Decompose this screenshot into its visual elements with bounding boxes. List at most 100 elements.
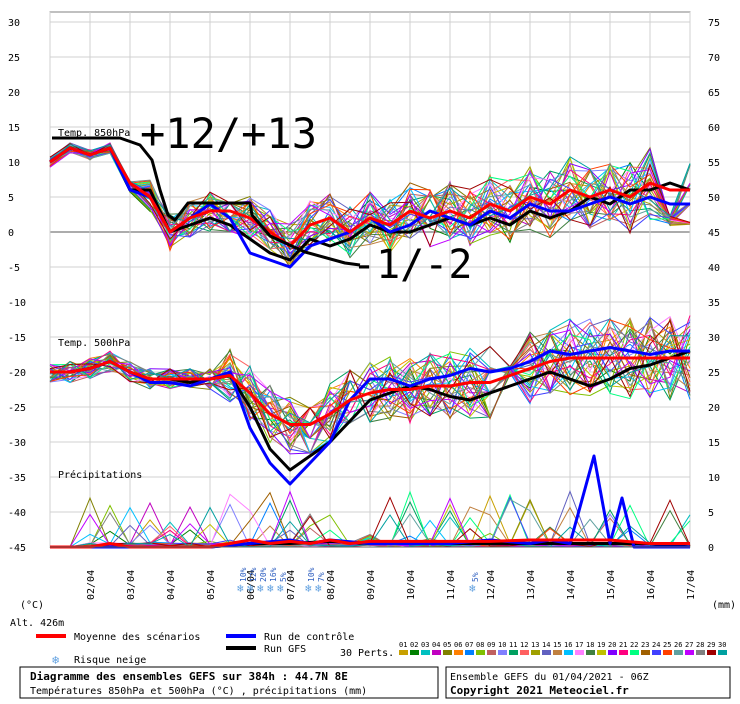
x-tick-label: 11/04 (446, 570, 457, 600)
series-line-t500 (50, 356, 690, 426)
pert-id: 22 (630, 641, 638, 649)
run-info: Ensemble GEFS du 01/04/2021 - 06Z (450, 672, 649, 683)
pert-id: 07 (465, 641, 473, 649)
right-tick-label: 40 (708, 263, 720, 274)
left-tick-label: 5 (8, 193, 14, 204)
pert-swatch (674, 650, 683, 655)
pert-swatch (685, 650, 694, 655)
snow-risk-pct: 12% (249, 567, 258, 582)
left-tick-label: 20 (8, 88, 20, 99)
left-axis-unit: (°C) (20, 600, 44, 611)
right-tick-label: 30 (708, 333, 720, 344)
pert-count-label: 30 Perts. (340, 648, 394, 659)
pert-swatch (410, 650, 419, 655)
left-tick-label: -5 (8, 263, 20, 274)
pert-id: 21 (619, 641, 627, 649)
snow-risk-icon: ❄ (237, 582, 244, 595)
pert-id: 27 (685, 641, 693, 649)
left-tick-label: 15 (8, 123, 20, 134)
pert-line-t850 (49, 142, 691, 261)
chart-title: Diagramme des ensembles GEFS sur 384h : … (30, 670, 348, 683)
x-tick-label: 16/04 (646, 570, 657, 600)
x-tick-label: 15/04 (606, 570, 617, 600)
right-tick-label: 70 (708, 53, 720, 64)
pert-swatch (487, 650, 496, 655)
snow-risk-pct: 5% (279, 572, 288, 582)
pert-id: 02 (410, 641, 418, 649)
snow-risk-icon: ❄ (469, 582, 476, 595)
pert-swatch (421, 650, 430, 655)
x-tick-label: 05/04 (206, 570, 217, 600)
precip-label: Précipitations (58, 469, 142, 481)
legend-label: Run de contrôle (264, 631, 354, 643)
x-tick-label: 06/04 (246, 570, 257, 600)
annotation-minus1: -1/-2 (352, 242, 472, 288)
right-tick-label: 10 (708, 473, 720, 484)
annotation-drawn-line (52, 136, 361, 267)
snow-risk-icon: ❄ (277, 582, 284, 595)
left-tick-label: -20 (8, 368, 26, 379)
pert-swatch (465, 650, 474, 655)
x-tick-label: 07/04 (286, 570, 297, 600)
pert-id: 08 (476, 641, 484, 649)
pert-swatch (597, 650, 606, 655)
snow-risk-pct: 7% (317, 572, 326, 582)
pert-swatch (641, 650, 650, 655)
pert-swatch (542, 650, 551, 655)
pert-swatch (509, 650, 518, 655)
legend-label: Run GFS (264, 644, 306, 655)
pert-id: 18 (586, 641, 594, 649)
right-tick-label: 50 (708, 193, 720, 204)
legend-snow-label: Risque neige (74, 655, 146, 666)
annotation-plus12: +12/+13 (140, 109, 317, 158)
x-tick-label: 14/04 (566, 570, 577, 600)
snow-risk-pct: 10% (307, 567, 316, 582)
left-tick-label: -30 (8, 438, 26, 449)
pert-id: 23 (641, 641, 649, 649)
footer: Diagramme des ensembles GEFS sur 384h : … (19, 666, 731, 699)
pert-line-t500 (49, 335, 691, 433)
pert-swatch (443, 650, 452, 655)
pert-swatch (432, 650, 441, 655)
pert-swatch (718, 650, 727, 655)
x-tick-label: 09/04 (366, 570, 377, 600)
chart-subtitle: Températures 850hPa et 500hPa (°C) , pré… (30, 685, 367, 697)
pert-swatch (608, 650, 617, 655)
snow-risk-pct: 16% (269, 567, 278, 582)
altitude-label: Alt. 426m (10, 618, 64, 629)
pert-swatch (399, 650, 408, 655)
right-tick-label: 65 (708, 88, 720, 99)
x-tick-label: 04/04 (166, 570, 177, 600)
x-tick-label: 02/04 (86, 570, 97, 600)
left-tick-label: -35 (8, 473, 26, 484)
right-tick-label: 0 (708, 543, 714, 554)
right-tick-label: 45 (708, 228, 720, 239)
x-tick-label: 12/04 (486, 570, 497, 600)
snow-risk-pct: 10% (239, 567, 248, 582)
right-tick-label: 35 (708, 298, 720, 309)
pert-line-t850 (49, 143, 691, 248)
x-tick-label: 17/04 (686, 570, 697, 600)
pert-id: 26 (674, 641, 682, 649)
footer-box-right (445, 666, 731, 699)
pert-id: 01 (399, 641, 407, 649)
pert-swatch (454, 650, 463, 655)
pert-id: 19 (597, 641, 605, 649)
left-tick-label: -15 (8, 333, 26, 344)
pert-swatch (520, 650, 529, 655)
series-line-t500 (50, 346, 690, 486)
pert-id: 04 (432, 641, 440, 649)
right-tick-label: 55 (708, 158, 720, 169)
snow-risk-icon: ❄ (257, 582, 264, 595)
right-tick-label: 20 (708, 403, 720, 414)
left-tick-label: 25 (8, 53, 20, 64)
left-tick-label: 10 (8, 158, 20, 169)
snow-risk-icon: ❄ (315, 582, 322, 595)
pert-id: 15 (553, 641, 561, 649)
pert-id: 09 (487, 641, 495, 649)
pert-id: 28 (696, 641, 704, 649)
grid (49, 11, 691, 548)
pert-id: 05 (443, 641, 451, 649)
pert-swatch (564, 650, 573, 655)
legend-snow-icon: ❄ (52, 653, 59, 667)
